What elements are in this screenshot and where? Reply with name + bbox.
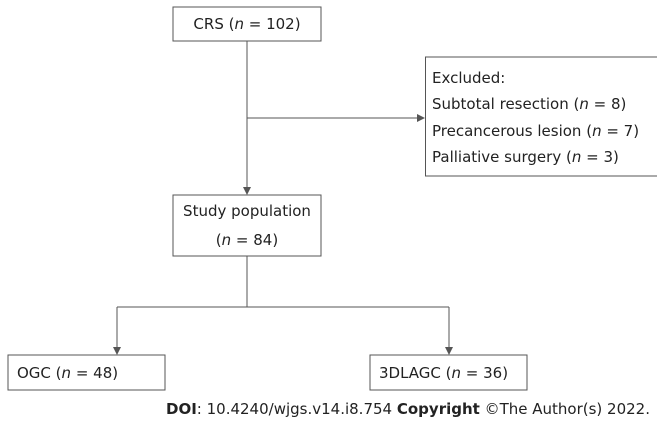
- label-part: Study population: [183, 202, 311, 220]
- label-part: = 36): [461, 364, 508, 382]
- footer-part: Copyright: [397, 400, 480, 418]
- label-part: n: [452, 364, 462, 382]
- label-part: = 8): [589, 95, 627, 113]
- label-part: 3DLAGC (: [379, 364, 452, 382]
- label-part: n: [572, 148, 582, 166]
- label-part: n: [579, 95, 589, 113]
- label-part: n: [62, 364, 72, 382]
- label-part: = 48): [71, 364, 118, 382]
- label-part: n: [234, 15, 244, 33]
- label-part: (: [216, 231, 222, 249]
- node-label: CRS (n = 102): [193, 15, 300, 33]
- node-label: (n = 84): [216, 231, 278, 249]
- footer: DOI: 10.4240/wjgs.v14.i8.754 Copyright ©…: [166, 400, 650, 418]
- node-label: Excluded:: [432, 69, 505, 87]
- label-part: Excluded:: [432, 69, 505, 87]
- footer-part: DOI: [166, 400, 197, 418]
- node-label: Precancerous lesion (n = 7): [432, 122, 639, 140]
- label-part: = 102): [244, 15, 301, 33]
- node-label: Subtotal resection (n = 8): [432, 95, 626, 113]
- label-part: n: [222, 231, 232, 249]
- label-part: = 84): [231, 231, 278, 249]
- label-part: Precancerous lesion (: [432, 122, 592, 140]
- label-part: Subtotal resection (: [432, 95, 579, 113]
- node-label: Study population: [183, 202, 311, 220]
- footer-part: ©The Author(s) 2022.: [480, 400, 650, 418]
- label-part: = 3): [581, 148, 619, 166]
- footer-part: : 10.4240/wjgs.v14.i8.754: [197, 400, 397, 418]
- box: [172, 6, 322, 42]
- label-part: OGC (: [17, 364, 62, 382]
- label-part: n: [592, 122, 602, 140]
- node-label: 3DLAGC (n = 36): [379, 364, 508, 382]
- node-label: OGC (n = 48): [17, 364, 118, 382]
- box: [369, 354, 528, 391]
- box: [7, 354, 166, 391]
- node-label: Palliative surgery (n = 3): [432, 148, 619, 166]
- box: [425, 56, 657, 177]
- label-part: Palliative surgery (: [432, 148, 572, 166]
- label-part: = 7): [602, 122, 640, 140]
- label-part: CRS (: [193, 15, 234, 33]
